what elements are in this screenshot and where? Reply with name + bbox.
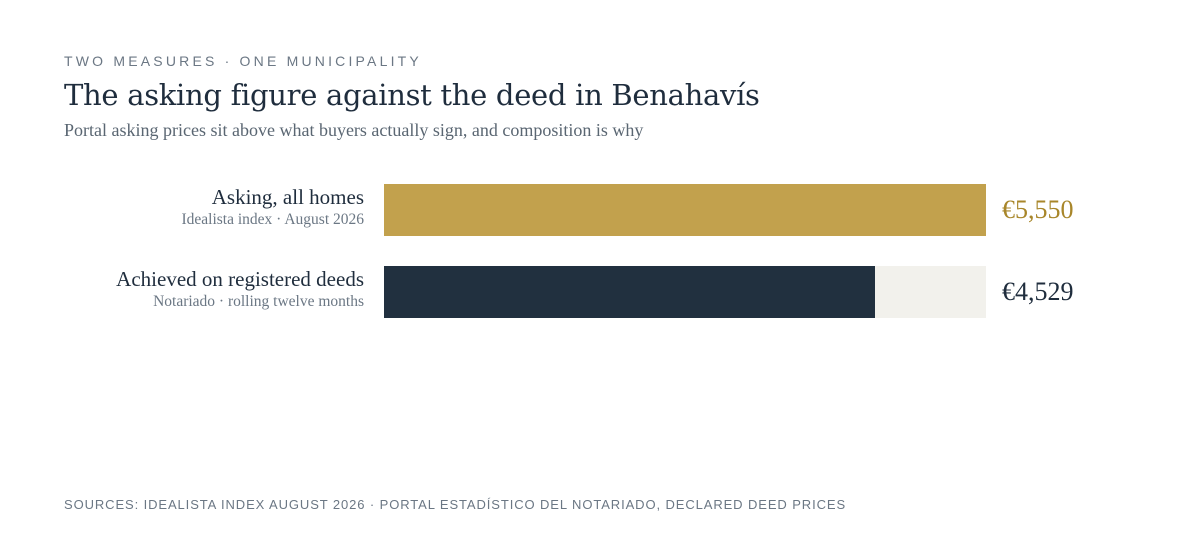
bar-1 [384,266,875,318]
row-label-0: Asking, all homes Idealista index · Augus… [181,185,364,231]
row-label-1: Achieved on registered deeds Notariado · … [116,267,364,313]
chart-eyebrow: TWO MEASURES · ONE MUNICIPALITY [64,53,422,69]
category-source: Notariado · rolling twelve months [153,293,364,310]
category-source: Idealista index · August 2026 [181,211,364,228]
bar-track [384,184,986,236]
chart-subtitle: Portal asking prices sit above what buye… [64,120,644,140]
bar-track [384,266,986,318]
chart-title: The asking figure against the deed in Be… [64,78,760,112]
value-label: €4,529 [1002,277,1074,306]
category-label: Asking, all homes [211,185,364,209]
value-label: €5,550 [1002,195,1074,224]
category-label: Achieved on registered deeds [116,267,364,291]
sources-note: SOURCES: IDEALISTA INDEX AUGUST 2026 · P… [64,497,847,512]
bar-0 [384,184,986,236]
